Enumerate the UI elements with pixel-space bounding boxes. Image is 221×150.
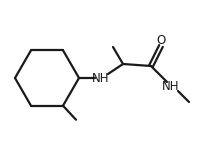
Text: O: O <box>156 33 166 46</box>
Text: NH: NH <box>162 80 180 93</box>
Text: NH: NH <box>92 72 110 84</box>
